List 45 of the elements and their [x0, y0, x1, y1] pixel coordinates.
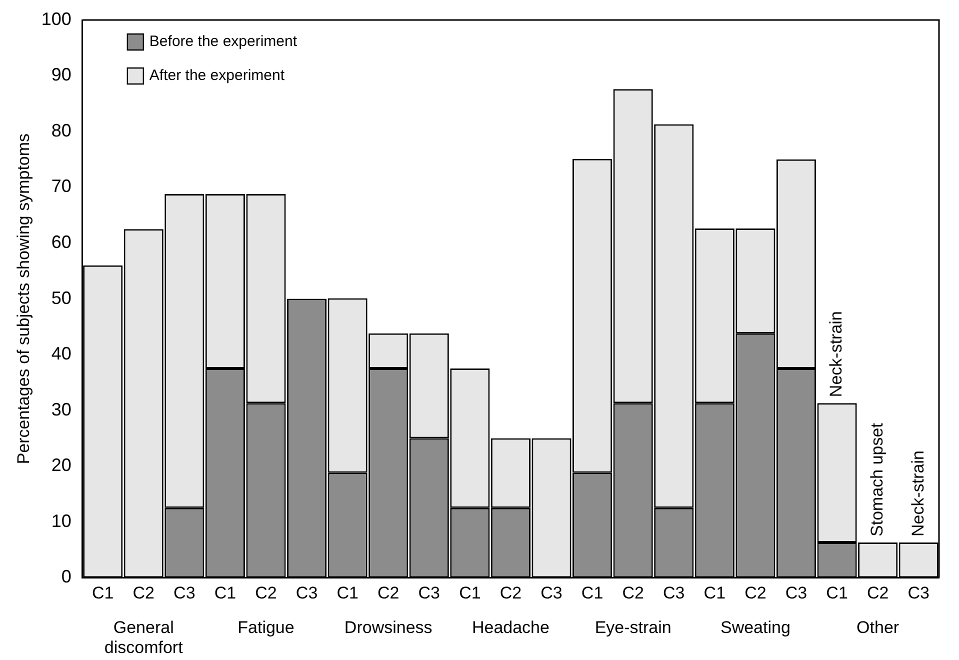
x-tick-label: C2	[744, 583, 766, 602]
y-tick-label: 90	[51, 64, 72, 85]
x-tick-label: C3	[174, 583, 196, 602]
x-tick-label: C1	[92, 583, 114, 602]
text: Drowsiness	[344, 618, 432, 637]
y-tick-label: 40	[51, 344, 72, 364]
x-tick-label: C1	[336, 583, 358, 602]
x-tick-label: C3	[785, 583, 808, 602]
x-tick-label: C3	[663, 583, 685, 602]
text: Eye-strain	[594, 618, 672, 637]
y-tick-label: 60	[51, 232, 72, 252]
y-tick-label: 30	[51, 399, 72, 420]
legend-label: Before the experiment	[149, 33, 298, 50]
x-tick-label: C3	[908, 583, 930, 602]
y-tick-label: 100	[41, 8, 72, 29]
text: Other	[856, 618, 900, 637]
x-tick-label: C2	[132, 583, 154, 602]
y-tick-label: 20	[51, 455, 72, 476]
x-tick-label: C2	[500, 583, 522, 602]
text: Headache	[472, 618, 550, 637]
y-tick-label: 70	[51, 176, 72, 196]
annotation: Neck-strain	[826, 311, 846, 398]
x-tick-label: C2	[622, 583, 644, 602]
y-axis-title: Percentages of subjects showing symptoms	[14, 133, 33, 464]
annotation: Stomach upset	[868, 422, 887, 536]
x-tick-label: C1	[459, 583, 481, 602]
x-tick-label: C1	[826, 583, 848, 602]
x-tick-label: C1	[214, 583, 236, 602]
x-tick-label: C3	[418, 583, 440, 602]
legend-label: After the experiment	[149, 67, 286, 84]
y-tick-label: 0	[61, 566, 72, 587]
text: General discomfort	[104, 618, 184, 657]
x-tick-label: C2	[255, 583, 277, 602]
text: Sweating	[720, 618, 790, 637]
y-tick-label: 80	[51, 120, 72, 140]
x-tick-label: C1	[581, 583, 604, 602]
y-tick-label: 10	[51, 510, 72, 531]
x-tick-label: C3	[296, 583, 318, 602]
annotation: Neck-strain	[908, 450, 928, 536]
y-tick-label: 50	[51, 288, 72, 308]
x-tick-label: C2	[866, 583, 889, 602]
x-tick-label: C1	[704, 583, 726, 602]
text: Fatigue	[238, 618, 294, 637]
x-tick-label: C2	[377, 583, 400, 602]
x-tick-label: C3	[540, 583, 562, 602]
